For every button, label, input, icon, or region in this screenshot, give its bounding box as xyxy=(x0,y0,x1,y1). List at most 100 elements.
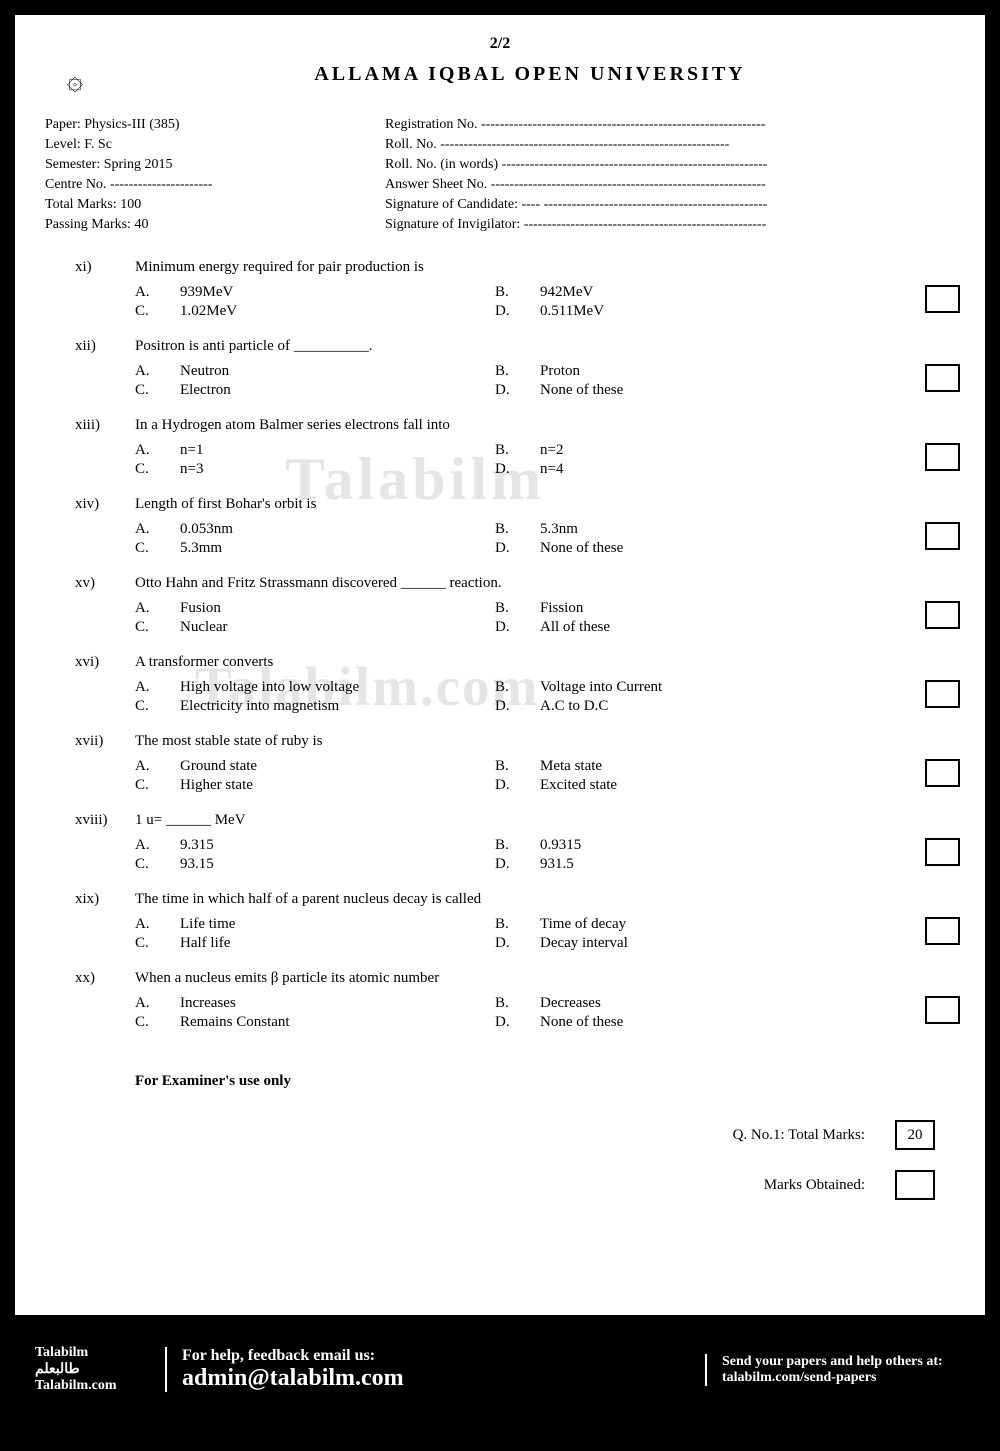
option-c: C.5.3mm xyxy=(135,540,495,557)
option-a: A.939MeV xyxy=(135,284,495,301)
options-row: A.Increases C.Remains Constant B.Decreas… xyxy=(75,993,955,1033)
option-d: D.A.C to D.C xyxy=(495,698,855,715)
option-c: C.Higher state xyxy=(135,777,495,794)
question-number: xv) xyxy=(75,573,135,592)
brand-text-2: طالبعلم xyxy=(35,1361,165,1378)
options-right-col: B.5.3nm D.None of these xyxy=(495,519,855,559)
option-d: D.931.5 xyxy=(495,856,855,873)
total-marks-label-text: Q. No.1: Total Marks: xyxy=(733,1127,865,1144)
reg-no-label: Registration No. -----------------------… xyxy=(385,117,955,133)
answer-box[interactable] xyxy=(925,522,960,550)
site-footer: Talabilm طالبعلم Talabilm.com For help, … xyxy=(15,1330,985,1409)
question-text: 1 u= ______ MeV xyxy=(135,810,955,829)
answer-box[interactable] xyxy=(925,443,960,471)
option-a: A.Neutron xyxy=(135,363,495,380)
question-text: Minimum energy required for pair product… xyxy=(135,257,955,276)
answer-box[interactable] xyxy=(925,285,960,313)
options-left-col: A.n=1 C.n=3 xyxy=(135,440,495,480)
footer-email: admin@talabilm.com xyxy=(182,1365,705,1392)
options-row: A.0.053nm C.5.3mm B.5.3nm D.None of thes… xyxy=(75,519,955,559)
question-row: xv) Otto Hahn and Fritz Strassmann disco… xyxy=(75,573,955,592)
roll-words-label: Roll. No. (in words) -------------------… xyxy=(385,157,955,173)
marks-obtained-label: Marks Obtained: xyxy=(764,1177,865,1194)
questions-container: xi) Minimum energy required for pair pro… xyxy=(45,257,955,1033)
page-number: 2/2 xyxy=(45,35,955,53)
options-right-col: B.Voltage into Current D.A.C to D.C xyxy=(495,677,855,717)
question-number: xiv) xyxy=(75,494,135,513)
question-text: Positron is anti particle of __________. xyxy=(135,336,955,355)
meta-left: Paper: Physics-III (385) Level: F. Sc Se… xyxy=(45,113,385,237)
option-a: A.Ground state xyxy=(135,758,495,775)
options-left-col: A.Fusion C.Nuclear xyxy=(135,598,495,638)
option-c: C.Electron xyxy=(135,382,495,399)
option-b: B.Time of decay xyxy=(495,916,855,933)
sig-invigilator-label: Signature of Invigilator: --------------… xyxy=(385,217,955,233)
option-b: B.0.9315 xyxy=(495,837,855,854)
option-b: B.Decreases xyxy=(495,995,855,1012)
footer-send: Send your papers and help others at: tal… xyxy=(705,1354,965,1386)
question: xvii) The most stable state of ruby is A… xyxy=(75,731,955,796)
option-a: A.Increases xyxy=(135,995,495,1012)
options-row: A.Life time C.Half life B.Time of decay … xyxy=(75,914,955,954)
option-a: A.9.315 xyxy=(135,837,495,854)
options-left-col: A.Increases C.Remains Constant xyxy=(135,993,495,1033)
question-number: xviii) xyxy=(75,810,135,829)
question-number: xvii) xyxy=(75,731,135,750)
question-text: When a nucleus emits β particle its atom… xyxy=(135,968,955,987)
answer-box[interactable] xyxy=(925,759,960,787)
answer-box[interactable] xyxy=(925,996,960,1024)
option-c: C.1.02MeV xyxy=(135,303,495,320)
option-d: D.n=4 xyxy=(495,461,855,478)
total-marks-label: Total Marks: 100 xyxy=(45,197,385,213)
options-right-col: B.Meta state D.Excited state xyxy=(495,756,855,796)
answer-sheet-label: Answer Sheet No. -----------------------… xyxy=(385,177,955,193)
answer-box[interactable] xyxy=(925,680,960,708)
option-c: C.n=3 xyxy=(135,461,495,478)
total-marks-row: Q. No.1: Total Marks: 20 xyxy=(135,1120,955,1150)
options-left-col: A.Life time C.Half life xyxy=(135,914,495,954)
question-row: xiv) Length of first Bohar's orbit is xyxy=(75,494,955,513)
question-row: xx) When a nucleus emits β particle its … xyxy=(75,968,955,987)
question-row: xix) The time in which half of a parent … xyxy=(75,889,955,908)
question-text: Length of first Bohar's orbit is xyxy=(135,494,955,513)
question-text: Otto Hahn and Fritz Strassmann discovere… xyxy=(135,573,955,592)
options-left-col: A.Ground state C.Higher state xyxy=(135,756,495,796)
option-b: B.Meta state xyxy=(495,758,855,775)
brand-text-3: Talabilm.com xyxy=(35,1378,165,1394)
answer-box[interactable] xyxy=(925,601,960,629)
options-row: A.n=1 C.n=3 B.n=2 D.n=4 xyxy=(75,440,955,480)
option-b: B.Fission xyxy=(495,600,855,617)
question: xi) Minimum energy required for pair pro… xyxy=(75,257,955,322)
options-left-col: A.9.315 C.93.15 xyxy=(135,835,495,875)
option-a: A.Fusion xyxy=(135,600,495,617)
level-label: Level: F. Sc xyxy=(45,137,385,153)
footer-contact: For help, feedback email us: admin@talab… xyxy=(165,1347,705,1392)
options-right-col: B.n=2 D.n=4 xyxy=(495,440,855,480)
options-row: A.Neutron C.Electron B.Proton D.None of … xyxy=(75,361,955,401)
question-number: xix) xyxy=(75,889,135,908)
sig-candidate-label: Signature of Candidate: ---- -----------… xyxy=(385,197,955,213)
brand-text-1: Talabilm xyxy=(35,1345,165,1361)
option-a: A.0.053nm xyxy=(135,521,495,538)
answer-box[interactable] xyxy=(925,364,960,392)
options-row: A.939MeV C.1.02MeV B.942MeV D.0.511MeV xyxy=(75,282,955,322)
footer-help-text: For help, feedback email us: xyxy=(182,1347,705,1365)
question-row: xviii) 1 u= ______ MeV xyxy=(75,810,955,829)
question: xix) The time in which half of a parent … xyxy=(75,889,955,954)
options-right-col: B.Fission D.All of these xyxy=(495,598,855,638)
answer-box[interactable] xyxy=(925,917,960,945)
option-d: D.0.511MeV xyxy=(495,303,855,320)
header-row: ۞ ALLAMA IQBAL OPEN UNIVERSITY xyxy=(45,63,955,113)
answer-box[interactable] xyxy=(925,838,960,866)
option-c: C.Half life xyxy=(135,935,495,952)
options-left-col: A.0.053nm C.5.3mm xyxy=(135,519,495,559)
question: xv) Otto Hahn and Fritz Strassmann disco… xyxy=(75,573,955,638)
option-a: A.Life time xyxy=(135,916,495,933)
options-right-col: B.942MeV D.0.511MeV xyxy=(495,282,855,322)
question-text: The most stable state of ruby is xyxy=(135,731,955,750)
option-d: D.None of these xyxy=(495,382,855,399)
options-left-col: A.939MeV C.1.02MeV xyxy=(135,282,495,322)
footer-send-text: Send your papers and help others at: xyxy=(722,1354,965,1370)
option-b: B.942MeV xyxy=(495,284,855,301)
question-text: A transformer converts xyxy=(135,652,955,671)
